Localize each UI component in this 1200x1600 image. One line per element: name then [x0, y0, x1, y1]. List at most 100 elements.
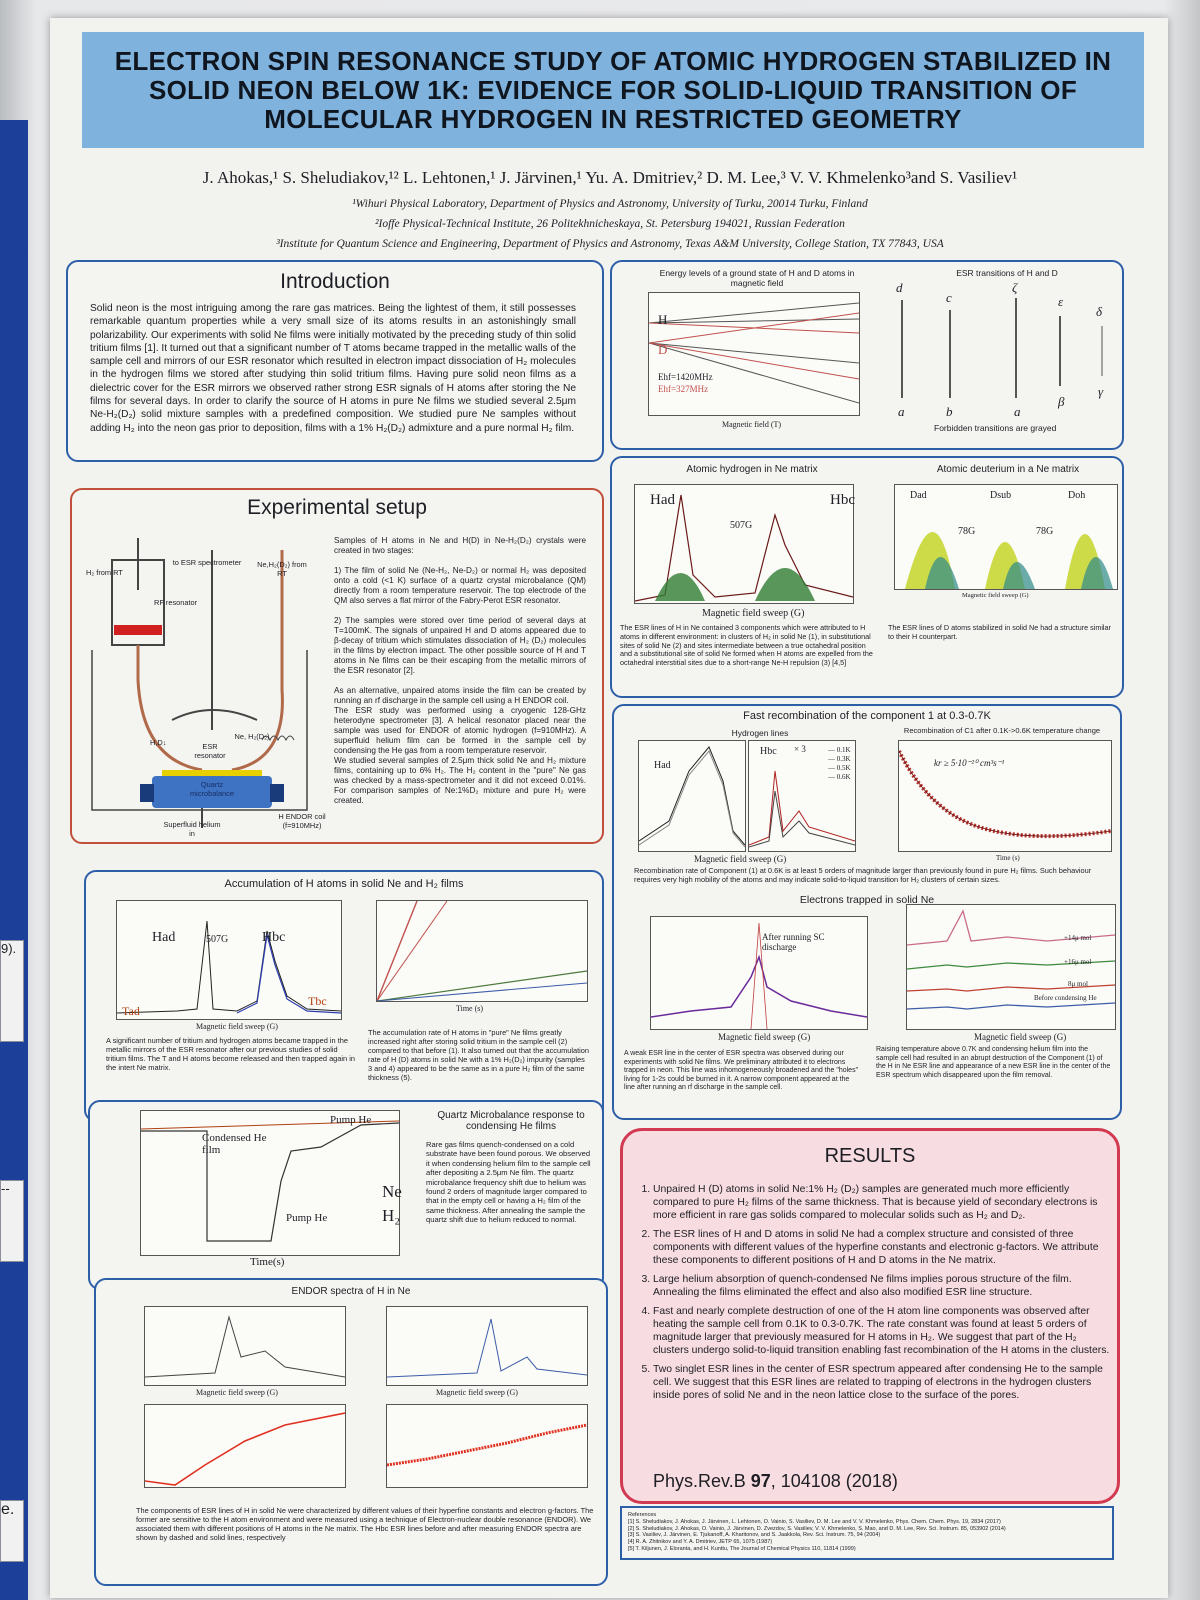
- references-box: References [1] S. Sheludiakov, J. Ahokas…: [620, 1506, 1114, 1560]
- atomic-d-svg: [905, 532, 1113, 589]
- accumulation-spectrum-plot: [116, 900, 342, 1020]
- scrap-paper-2: --: [0, 1180, 24, 1262]
- c1-decay-svg: [897, 750, 1112, 839]
- label-after-running-sc: After running SC discharge: [762, 932, 825, 952]
- electrons-caption-right: Raising temperature above 0.7K and conde…: [876, 1046, 1111, 1079]
- hydrogen-lines-title: Hydrogen lines: [731, 728, 789, 738]
- result-item-5: Two singlet ESR lines in the center of E…: [653, 1363, 1111, 1402]
- accumulation-rate-svg: [376, 900, 588, 1002]
- endor-freq-svg-1: [144, 1412, 346, 1486]
- c1-decay-plot: [897, 740, 1112, 852]
- hd-label-507g: 507G: [730, 520, 753, 531]
- hd-label-78g-2: 78G: [1036, 526, 1054, 537]
- recomb-label-hbc: Hbc: [760, 746, 777, 757]
- atomic-d-title: Atomic deuterium in a Ne matrix: [936, 464, 1080, 475]
- energy-xlabel: Magnetic field (T): [722, 420, 782, 429]
- energy-levels-svg: [648, 302, 860, 404]
- legend-h2: H₂: [382, 1206, 401, 1225]
- scrap-text-2: --: [1, 1181, 10, 1196]
- scrap-paper-3: e.: [0, 1500, 24, 1562]
- electrons-condensing-svg: [906, 909, 1116, 1010]
- accumulation-panel: Accumulation of H atoms in solid Ne and …: [84, 870, 604, 1122]
- energy-label-hf-h: Ehf=1420MHz: [658, 372, 713, 382]
- introduction-heading: Introduction: [280, 270, 390, 293]
- electrons-right-xlabel: Magnetic field sweep (G): [974, 1032, 1067, 1042]
- result-item-1: Unpaired H (D) atoms in solid Ne:1% H₂ (…: [653, 1183, 1111, 1222]
- accumulation-spectrum-svg: [116, 920, 342, 1014]
- energy-label-hf-d: Ehf=327MHz: [658, 384, 709, 394]
- references-text: References [1] S. Sheludiakov, J. Ahokas…: [628, 1512, 1006, 1552]
- citation-pages: , 104108 (2018): [770, 1471, 898, 1491]
- atomic-h-svg: [634, 494, 854, 602]
- label-pump-he-bottom: Pump He: [286, 1212, 328, 1224]
- label-quartz-microbalance: Quartz microbalance: [190, 780, 234, 798]
- c1-recombination-title: Recombination of C1 after 0.1K->0.6K tem…: [903, 726, 1101, 735]
- results-list: Unpaired H (D) atoms in solid Ne:1% H₂ (…: [635, 1183, 1111, 1408]
- label-condensed-he-film: Condensed He film: [202, 1132, 267, 1156]
- qcm-panel: Condensed He film Pump He Pump He Ne H₂ …: [88, 1100, 604, 1290]
- transition-label-zeta: ζ: [1012, 280, 1018, 295]
- results-heading: RESULTS: [824, 1145, 916, 1167]
- energy-levels-panel: Energy levels of a ground state of H and…: [610, 260, 1124, 450]
- recombination-heading: Fast recombination of the component 1 at…: [743, 710, 991, 722]
- label-h-d: H,D↓: [150, 738, 167, 747]
- label-tbc: Tbc: [308, 994, 327, 1008]
- atomic-h-d-panel: Atomic hydrogen in Ne matrix Atomic deut…: [610, 456, 1124, 698]
- qcm-heading: Quartz Microbalance response to condensi…: [437, 1110, 585, 1132]
- recomb-rate-constant: kr ≥ 5·10⁻²⁰ cm³s⁻¹: [934, 758, 1005, 768]
- transition-label-d: d: [896, 280, 903, 295]
- transition-label-epsilon: ε: [1058, 294, 1064, 309]
- label-before-condensing: Before condensing He: [1034, 994, 1097, 1002]
- atomic-h-title: Atomic hydrogen in Ne matrix: [686, 464, 818, 475]
- affiliation-3: ³Institute for Quantum Science and Engin…: [276, 238, 944, 250]
- label-rf-resonator: RF resonator: [154, 598, 198, 607]
- endor-hf-svg-1: [144, 1315, 346, 1378]
- endor-hf-plot-2: [386, 1306, 588, 1386]
- recomb-xlabel-c1: Time (s): [996, 854, 1020, 862]
- setup-heading: Experimental setup: [247, 496, 427, 519]
- hydrogen-line-had-plot: [638, 740, 746, 852]
- label-16-mol: +16μ mol: [1064, 958, 1092, 966]
- recombination-caption: Recombination rate of Component (1) at 0…: [634, 866, 1092, 884]
- endor-caption: The components of ESR lines of H in soli…: [136, 1506, 594, 1542]
- citation-volume: 97: [750, 1471, 771, 1491]
- results-panel: RESULTS Unpaired H (D) atoms in solid Ne…: [620, 1128, 1120, 1504]
- electrons-left-xlabel: Magnetic field sweep (G): [718, 1032, 811, 1042]
- energy-label-h: H: [658, 312, 668, 327]
- label-8-mol: 8μ mol: [1068, 980, 1088, 988]
- endor-xlabel-top-right: Magnetic field sweep (G): [436, 1388, 518, 1397]
- scrap-text-3: e.: [1, 1501, 15, 1518]
- label-14-mol: +14μ mol: [1064, 934, 1092, 942]
- electrons-condensing-plot: [906, 904, 1116, 1030]
- label-ne-from-rt: Ne,H₂(D₂) from RT: [257, 560, 307, 578]
- hd-label-hbc: Hbc: [830, 492, 855, 508]
- trapped-electrons-heading: Electrons trapped in solid Ne: [799, 894, 935, 906]
- transition-label-a1: a: [898, 404, 905, 419]
- qcm-plot: [140, 1110, 400, 1256]
- hd-label-d-ad: Dad: [910, 490, 927, 501]
- recomb-temperature-legend: — 0.1K — 0.3K — 0.5K — 0.6K: [828, 746, 851, 781]
- transition-label-c: c: [946, 290, 952, 305]
- endor-panel: ENDOR spectra of H in Ne Magnetic field …: [94, 1278, 608, 1586]
- transition-label-a2: a: [1014, 404, 1021, 419]
- hd-xlabel-d: Magnetic field sweep (G): [962, 592, 1029, 599]
- label-esr-resonator: ESR resonator: [194, 742, 226, 760]
- accumulation-right-xlabel: Time (s): [456, 1004, 484, 1013]
- setup-text: Samples of H atoms in Ne and H(D) in Ne-…: [334, 536, 586, 805]
- introduction-text: Solid neon is the most intriguing among …: [90, 303, 576, 434]
- accumulation-rate-plot: [376, 900, 588, 1002]
- endor-xlabel-top-left: Magnetic field sweep (G): [196, 1388, 278, 1397]
- hbc-lines-svg: [748, 770, 856, 848]
- recomb-label-had: Had: [654, 760, 671, 771]
- accumulation-left-xlabel: Magnetic field sweep (G): [196, 1022, 278, 1031]
- hd-label-d-oh: Doh: [1068, 490, 1086, 501]
- transition-label-b: b: [946, 404, 953, 419]
- title-text: ELECTRON SPIN RESONANCE STUDY OF ATOMIC …: [114, 45, 1112, 134]
- qcm-caption: Rare gas films quench-condensed on a col…: [426, 1140, 591, 1225]
- label-507g: 507G: [206, 934, 229, 945]
- label-h2-from-rt: H₂ from RT: [86, 568, 123, 577]
- accumulation-caption-right: The accumulation rate of H atoms in "pur…: [368, 1028, 590, 1082]
- scrap-paper-1: 9).: [0, 940, 24, 1042]
- had-lines-svg: [638, 746, 746, 848]
- result-item-4: Fast and nearly complete destruction of …: [653, 1305, 1111, 1357]
